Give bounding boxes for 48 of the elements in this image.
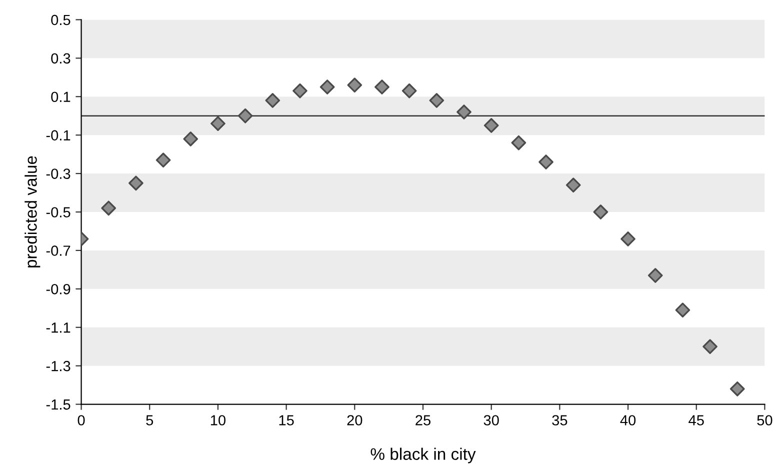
- point: [593, 204, 608, 220]
- point: [402, 83, 417, 98]
- point: [675, 302, 690, 318]
- point: [320, 80, 335, 94]
- y-tick-label: -0.5: [46, 207, 70, 218]
- y-tick-label: -0.1: [46, 130, 70, 140]
- point: [210, 116, 226, 131]
- point: [648, 268, 663, 283]
- x-tick-label: 50: [757, 415, 772, 426]
- point: [156, 152, 171, 168]
- x-tick-label: 40: [620, 415, 636, 426]
- point: [101, 200, 116, 216]
- point: [183, 131, 198, 146]
- x-tick-label: 35: [552, 415, 568, 426]
- point: [347, 78, 362, 92]
- point: [265, 93, 280, 108]
- point: [456, 104, 472, 120]
- x-tick-label: 0: [78, 415, 85, 426]
- point: [484, 118, 499, 133]
- point: [429, 93, 444, 108]
- y-tick-label: -0.3: [46, 168, 70, 179]
- x-tick-label: 10: [210, 415, 226, 426]
- point: [566, 178, 581, 192]
- y-tick-label: -0.7: [46, 246, 70, 256]
- y-tick-label: 0.1: [51, 92, 70, 102]
- x-tick-label: 15: [279, 415, 294, 426]
- point: [128, 176, 144, 191]
- point: [238, 108, 253, 124]
- y-tick-label: 0.5: [51, 14, 70, 26]
- point: [702, 339, 718, 354]
- y-tick-label: -1.1: [46, 322, 70, 333]
- x-tick-label: 20: [347, 415, 362, 426]
- x-tick-label: 45: [688, 415, 704, 426]
- x-tick-label: 5: [146, 415, 154, 426]
- point: [292, 83, 308, 98]
- x-axis-title: % black in city: [370, 448, 476, 464]
- y-tick-label: 0.3: [51, 53, 70, 64]
- point: [374, 80, 390, 94]
- y-axis-title: predicted value: [24, 156, 40, 268]
- point: [538, 154, 554, 170]
- point: [730, 381, 745, 396]
- point: [620, 231, 636, 246]
- y-tick-label: -1.3: [46, 360, 70, 372]
- x-tick-label: 25: [416, 415, 430, 426]
- point: [511, 135, 526, 150]
- y-tick-label: -1.5: [46, 400, 70, 410]
- x-tick-label: 30: [484, 415, 499, 426]
- y-tick-label: -0.9: [46, 284, 70, 294]
